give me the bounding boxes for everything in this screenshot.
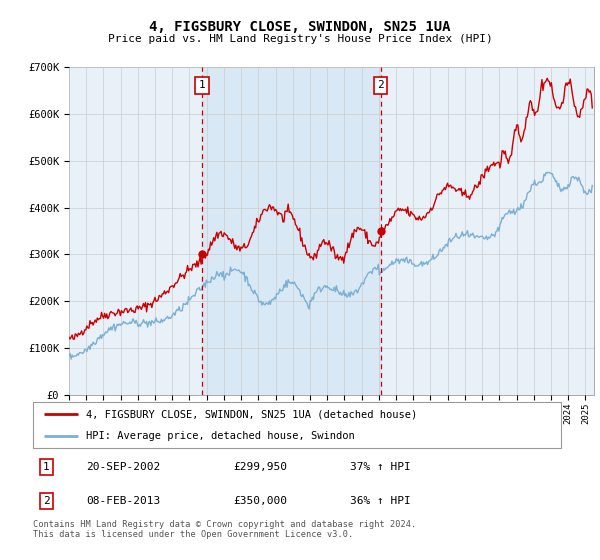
Text: 2: 2 — [43, 496, 50, 506]
Text: 20-SEP-2002: 20-SEP-2002 — [86, 462, 160, 472]
Text: Contains HM Land Registry data © Crown copyright and database right 2024.
This d: Contains HM Land Registry data © Crown c… — [33, 520, 416, 539]
Text: 37% ↑ HPI: 37% ↑ HPI — [350, 462, 410, 472]
Text: 36% ↑ HPI: 36% ↑ HPI — [350, 496, 410, 506]
Text: 2: 2 — [377, 80, 384, 90]
FancyBboxPatch shape — [33, 402, 561, 448]
Text: Price paid vs. HM Land Registry's House Price Index (HPI): Price paid vs. HM Land Registry's House … — [107, 34, 493, 44]
Bar — [202, 67, 380, 395]
Text: 08-FEB-2013: 08-FEB-2013 — [86, 496, 160, 506]
Text: £350,000: £350,000 — [233, 496, 287, 506]
Text: 1: 1 — [43, 462, 50, 472]
Text: 1: 1 — [199, 80, 205, 90]
Text: 4, FIGSBURY CLOSE, SWINDON, SN25 1UA (detached house): 4, FIGSBURY CLOSE, SWINDON, SN25 1UA (de… — [86, 409, 417, 419]
Text: HPI: Average price, detached house, Swindon: HPI: Average price, detached house, Swin… — [86, 431, 355, 441]
Text: £299,950: £299,950 — [233, 462, 287, 472]
Text: 4, FIGSBURY CLOSE, SWINDON, SN25 1UA: 4, FIGSBURY CLOSE, SWINDON, SN25 1UA — [149, 20, 451, 34]
